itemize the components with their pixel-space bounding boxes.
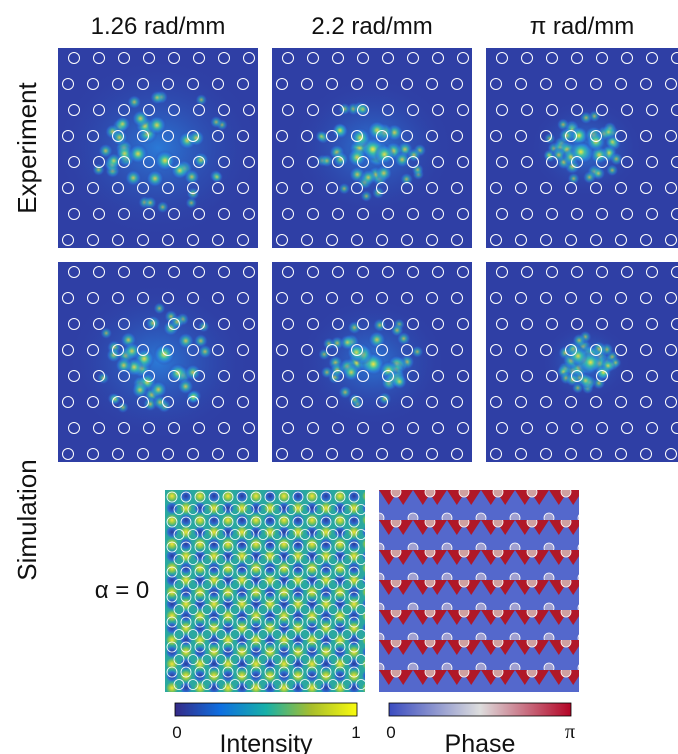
- panels: [53, 48, 678, 462]
- intensity-blob: [127, 95, 141, 109]
- heatmap: [272, 48, 472, 248]
- heatmap-panel: [58, 262, 258, 462]
- column-title: 1.26 rad/mm: [91, 13, 226, 40]
- heatmap: [486, 262, 678, 462]
- intensity-blob: [184, 364, 201, 381]
- intensity-blob: [150, 90, 164, 104]
- intensity-blob: [411, 345, 424, 358]
- row-label: Simulation: [12, 459, 42, 580]
- intensity-blob: [170, 315, 185, 330]
- colorbar-label: Phase: [445, 730, 516, 754]
- intensity-blob: [171, 161, 189, 179]
- column-title: 2.2 rad/mm: [311, 13, 432, 40]
- intensity-blob: [177, 332, 194, 349]
- heatmap-panel: [486, 48, 678, 248]
- intensity-blob: [132, 110, 150, 128]
- colorbar-max: 1: [351, 723, 360, 742]
- intensity-blob: [338, 182, 350, 194]
- intensity-blob: [320, 154, 334, 168]
- intensity-blob: [392, 374, 408, 390]
- intensity-blob: [610, 152, 624, 166]
- heatmap: [486, 48, 678, 248]
- intensity-blob: [153, 302, 165, 314]
- heatmap-panel: [272, 262, 472, 462]
- intensity-blob: [97, 372, 110, 385]
- intensity-blob: [350, 128, 370, 148]
- intensity-blob: [339, 334, 355, 350]
- colorbar-max: π: [565, 721, 575, 743]
- intensity-blob: [570, 141, 592, 163]
- heatmap: [272, 262, 472, 462]
- intensity-blob: [323, 337, 336, 350]
- heatmap: [58, 262, 258, 462]
- heatmap-panel: [272, 48, 472, 248]
- column-title: π rad/mm: [530, 13, 635, 40]
- alpha-label: α = 0: [95, 577, 150, 604]
- intensity-blob: [378, 392, 392, 406]
- intensity-blob: [106, 153, 122, 169]
- intensity-blob: [332, 151, 349, 168]
- heatmap-panel: [53, 48, 263, 248]
- heatmap: [53, 48, 263, 248]
- colorbar-label: Intensity: [219, 730, 313, 754]
- intensity-blob: [114, 116, 130, 132]
- phase-map: [379, 490, 579, 692]
- intensity-blob: [583, 170, 597, 184]
- intensity-blob: [568, 346, 588, 366]
- heatmap-panel: [486, 262, 678, 462]
- intensity-blob: [360, 190, 372, 202]
- intensity-blob: [320, 366, 333, 379]
- intensity-blob: [210, 116, 223, 129]
- figure: α = 0 0 Intensity 1 0 Phase π 1.26 rad/m…: [0, 0, 678, 754]
- phase-colorbar: [389, 703, 571, 716]
- intensity-blob: [373, 318, 387, 332]
- intensity-blob: [368, 331, 386, 349]
- intensity-colorbar: [175, 703, 357, 716]
- intensity-blob: [143, 196, 156, 209]
- intensity-blob: [544, 132, 556, 144]
- intensity-blob: [131, 381, 148, 398]
- row-label: Experiment: [12, 81, 42, 213]
- intensity-blob: [146, 169, 164, 187]
- intensity-blob: [156, 201, 169, 214]
- intensity-blob: [315, 130, 328, 143]
- intensity-blob: [145, 315, 161, 331]
- intensity-blob: [195, 94, 207, 106]
- intensity-blob: [128, 144, 148, 164]
- intensity-blob: [407, 148, 422, 163]
- colorbar-min: 0: [386, 723, 395, 742]
- colorbar-min: 0: [172, 723, 181, 742]
- intensity-blob: [360, 169, 377, 186]
- intensity-blob: [347, 147, 367, 167]
- intensity-blob: [332, 122, 348, 138]
- intensity-blob: [198, 344, 213, 359]
- intensity-blob: [397, 332, 411, 346]
- intensity-blob: [374, 144, 395, 165]
- bottom-panels: α = 0 0 Intensity 1 0 Phase π: [95, 490, 579, 754]
- intensity-blob: [211, 171, 223, 183]
- intensity-blob: [606, 164, 619, 177]
- intensity-blob: [338, 385, 352, 399]
- intensity-blob: [123, 342, 141, 360]
- halo: [53, 57, 263, 239]
